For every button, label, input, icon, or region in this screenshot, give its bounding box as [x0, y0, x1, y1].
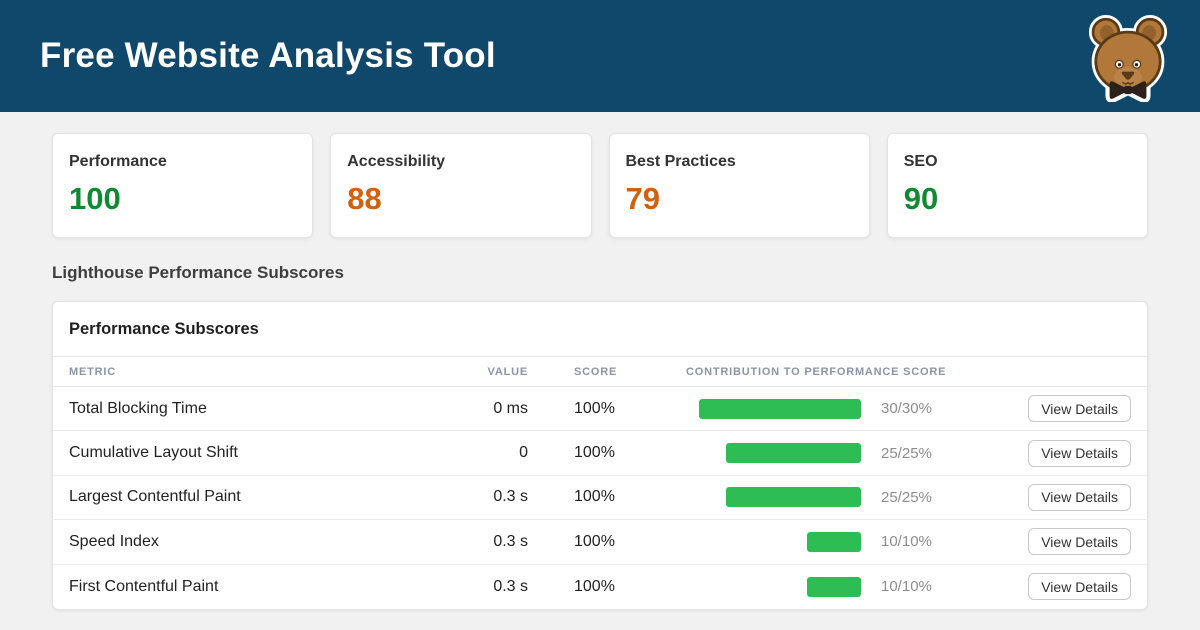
contribution-label: 10/10% [881, 578, 932, 596]
score-card-value: 100 [69, 181, 121, 216]
contribution-bar [699, 398, 861, 419]
performance-subscores-card: Performance Subscores METRIC VALUE SCORE… [52, 301, 1148, 610]
table-row: Cumulative Layout Shift 0 100% 25/25% Vi… [53, 431, 1147, 476]
score-card-value: 79 [625, 181, 660, 216]
view-details-button[interactable]: View Details [1028, 573, 1131, 601]
table-title: Performance Subscores [53, 302, 1147, 357]
metric-cell: Largest Contentful Paint [69, 488, 241, 506]
contribution-bar-track [658, 531, 861, 552]
score-cards-row: Performance 100 Accessibility 88 Best Pr… [52, 133, 1148, 238]
contribution-cell: 25/25% View Details [658, 483, 1147, 511]
score-cell: 100% [574, 399, 615, 417]
table-row: Largest Contentful Paint 0.3 s 100% 25/2… [53, 476, 1147, 521]
score-card-label: SEO [903, 153, 938, 170]
contribution-cell: 10/10% View Details [658, 528, 1147, 556]
score-card: Performance 100 [52, 133, 314, 238]
score-cell: 100% [574, 488, 615, 506]
column-header-contribution: CONTRIBUTION TO PERFORMANCE SCORE [686, 365, 947, 378]
value-cell: 0.3 s [493, 488, 528, 506]
contribution-cell: 25/25% View Details [658, 439, 1147, 467]
column-header-value: VALUE [487, 365, 528, 378]
contribution-bar [807, 576, 861, 597]
value-cell: 0.3 s [493, 577, 528, 595]
score-card: SEO 90 [886, 133, 1148, 238]
score-card-label: Accessibility [347, 153, 446, 170]
contribution-bar [726, 487, 861, 508]
view-details-button[interactable]: View Details [1028, 528, 1131, 556]
table-row: Speed Index 0.3 s 100% 10/10% View Detai… [53, 520, 1147, 565]
section-heading: Lighthouse Performance Subscores [52, 263, 344, 282]
score-card: Best Practices 79 [608, 133, 870, 238]
metric-cell: First Contentful Paint [69, 577, 219, 595]
value-cell: 0 [519, 444, 528, 462]
contribution-bar-track [658, 443, 861, 464]
contribution-bar [807, 531, 861, 552]
view-details-button[interactable]: View Details [1028, 439, 1131, 467]
view-details-button[interactable]: View Details [1028, 395, 1131, 423]
score-card-label: Best Practices [625, 153, 736, 170]
metric-cell: Cumulative Layout Shift [69, 444, 238, 462]
contribution-bar-track [658, 398, 861, 419]
value-cell: 0.3 s [493, 532, 528, 550]
score-card: Accessibility 88 [330, 133, 592, 238]
score-cell: 100% [574, 577, 615, 595]
app-header: Free Website Analysis Tool [0, 0, 1200, 112]
contribution-label: 10/10% [881, 533, 932, 551]
table-body: Total Blocking Time 0 ms 100% 30/30% Vie… [53, 387, 1147, 609]
score-card-value: 90 [903, 181, 939, 216]
table-row: Total Blocking Time 0 ms 100% 30/30% Vie… [53, 387, 1147, 432]
contribution-label: 25/25% [881, 444, 932, 462]
table-header-row: METRIC VALUE SCORE CONTRIBUTION TO PERFO… [53, 357, 1147, 387]
teddy-bear-icon [1082, 10, 1174, 102]
score-card-value: 88 [347, 181, 382, 216]
metric-cell: Speed Index [69, 532, 159, 550]
contribution-cell: 10/10% View Details [658, 573, 1147, 601]
column-header-metric: METRIC [69, 365, 116, 378]
metric-cell: Total Blocking Time [69, 399, 207, 417]
contribution-bar-track [658, 487, 861, 508]
column-header-score: SCORE [574, 365, 618, 378]
score-cell: 100% [574, 444, 615, 462]
main-content: Performance 100 Accessibility 88 Best Pr… [0, 112, 1200, 610]
contribution-cell: 30/30% View Details [658, 395, 1147, 423]
view-details-button[interactable]: View Details [1028, 483, 1131, 511]
table-row: First Contentful Paint 0.3 s 100% 10/10%… [53, 565, 1147, 609]
score-cell: 100% [574, 532, 615, 550]
score-card-label: Performance [69, 153, 167, 170]
page-title: Free Website Analysis Tool [40, 36, 496, 75]
contribution-label: 30/30% [881, 400, 932, 418]
contribution-bar-track [658, 576, 861, 597]
value-cell: 0 ms [493, 399, 528, 417]
contribution-bar [726, 443, 861, 464]
contribution-label: 25/25% [881, 488, 932, 506]
